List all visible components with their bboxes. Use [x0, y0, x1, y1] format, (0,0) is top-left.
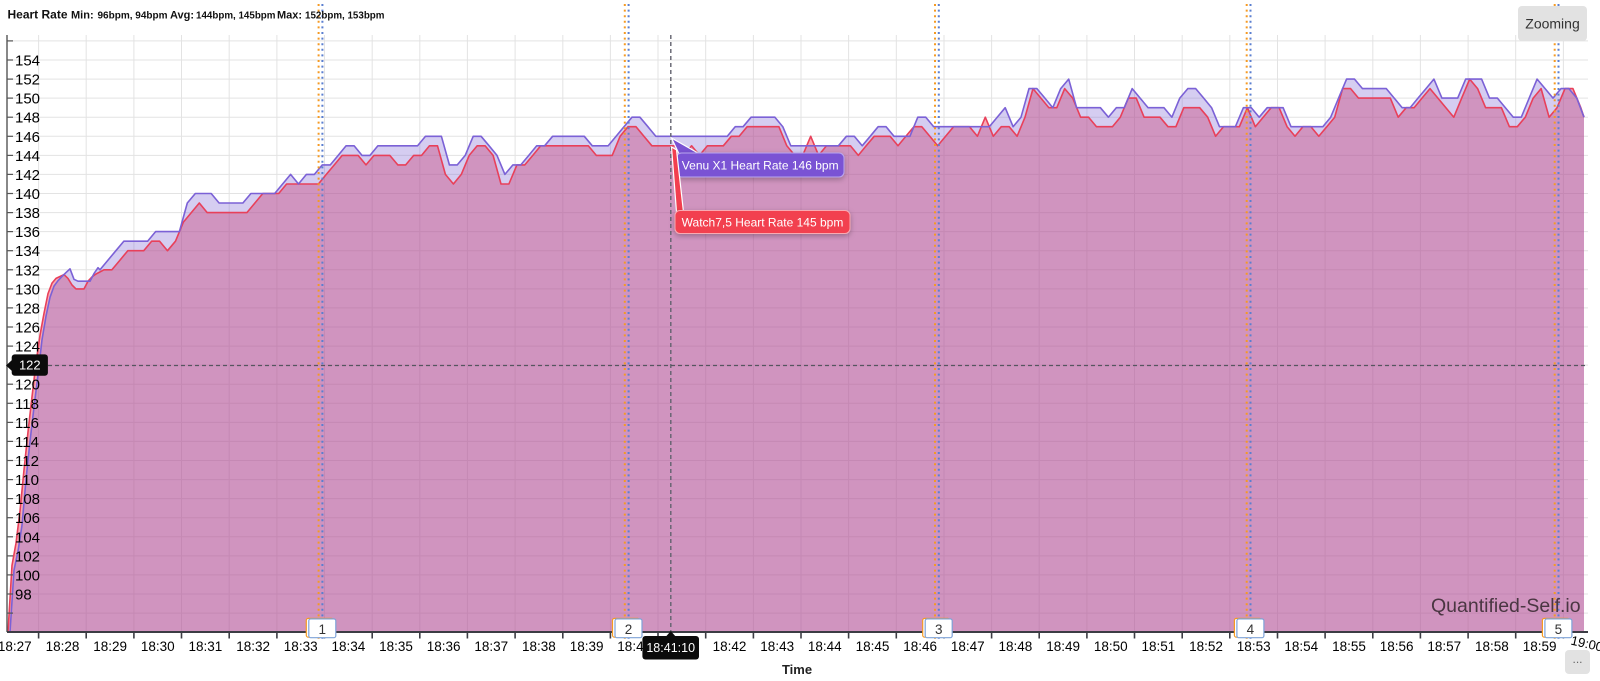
svg-text:Time: Time — [782, 662, 812, 677]
svg-text:116: 116 — [15, 415, 39, 432]
svg-text:Watch7,5 Heart Rate 145 bpm: Watch7,5 Heart Rate 145 bpm — [682, 215, 844, 229]
svg-text:18:29: 18:29 — [93, 639, 127, 654]
svg-text:Avg:: Avg: — [170, 10, 194, 22]
svg-text:18:31: 18:31 — [189, 639, 223, 654]
svg-text:18:33: 18:33 — [284, 639, 318, 654]
svg-text:142: 142 — [15, 167, 40, 184]
svg-text:120: 120 — [15, 377, 40, 394]
svg-text:124: 124 — [15, 339, 40, 356]
svg-text:18:46: 18:46 — [903, 639, 937, 654]
svg-text:1: 1 — [319, 622, 327, 637]
svg-text:4: 4 — [1247, 622, 1255, 637]
svg-text:100: 100 — [15, 567, 40, 584]
svg-text:110: 110 — [15, 472, 39, 489]
svg-text:18:51: 18:51 — [1142, 639, 1176, 654]
svg-text:128: 128 — [15, 300, 40, 317]
svg-text:Heart Rate: Heart Rate — [8, 8, 68, 22]
svg-text:5: 5 — [1555, 622, 1563, 637]
svg-text:122: 122 — [19, 358, 41, 373]
svg-text:18:39: 18:39 — [570, 639, 604, 654]
svg-text:18:38: 18:38 — [522, 639, 556, 654]
svg-text:Quantified-Self.io: Quantified-Self.io — [1431, 595, 1581, 617]
svg-text:98: 98 — [15, 587, 32, 604]
svg-text:18:54: 18:54 — [1284, 639, 1318, 654]
svg-text:18:48: 18:48 — [999, 639, 1033, 654]
svg-text:18:52: 18:52 — [1189, 639, 1223, 654]
svg-text:138: 138 — [15, 205, 40, 222]
svg-text:152bpm, 153bpm: 152bpm, 153bpm — [305, 11, 385, 22]
svg-text:150: 150 — [15, 91, 40, 108]
svg-text:130: 130 — [15, 281, 40, 298]
svg-text:18:58: 18:58 — [1475, 639, 1509, 654]
svg-text:106: 106 — [15, 510, 40, 527]
svg-text:Zooming: Zooming — [1525, 16, 1579, 32]
svg-text:112: 112 — [15, 453, 39, 470]
svg-text:18:56: 18:56 — [1380, 639, 1414, 654]
svg-text:18:35: 18:35 — [379, 639, 413, 654]
svg-text:96bpm, 94bpm: 96bpm, 94bpm — [98, 11, 168, 22]
svg-text:18:43: 18:43 — [760, 639, 794, 654]
svg-text:Venu X1 Heart Rate 146 bpm: Venu X1 Heart Rate 146 bpm — [682, 158, 839, 172]
svg-text:2: 2 — [625, 622, 633, 637]
svg-text:18:47: 18:47 — [951, 639, 985, 654]
svg-text:136: 136 — [15, 224, 40, 241]
svg-text:152: 152 — [15, 72, 40, 89]
svg-text:18:28: 18:28 — [46, 639, 80, 654]
svg-text:148: 148 — [15, 110, 40, 127]
svg-text:18:55: 18:55 — [1332, 639, 1366, 654]
svg-text:114: 114 — [15, 434, 39, 451]
svg-text:102: 102 — [15, 548, 40, 565]
svg-text:Max:: Max: — [277, 10, 302, 22]
svg-text:144bpm, 145bpm: 144bpm, 145bpm — [196, 11, 276, 22]
svg-text:18:44: 18:44 — [808, 639, 842, 654]
svg-text:18:57: 18:57 — [1427, 639, 1461, 654]
svg-text:18:27: 18:27 — [0, 639, 32, 654]
svg-text:18:41:10: 18:41:10 — [646, 641, 695, 655]
svg-text:...: ... — [1572, 652, 1582, 666]
svg-text:18:45: 18:45 — [856, 639, 890, 654]
svg-text:108: 108 — [15, 491, 40, 508]
svg-text:134: 134 — [15, 243, 40, 260]
svg-text:Min:: Min: — [71, 10, 94, 22]
svg-text:132: 132 — [15, 262, 40, 279]
svg-text:118: 118 — [15, 396, 39, 413]
svg-text:18:42: 18:42 — [713, 639, 747, 654]
svg-text:18:59: 18:59 — [1523, 639, 1557, 654]
svg-text:18:30: 18:30 — [141, 639, 175, 654]
svg-text:126: 126 — [15, 320, 40, 337]
svg-text:144: 144 — [15, 148, 40, 165]
svg-text:146: 146 — [15, 129, 40, 146]
svg-text:18:53: 18:53 — [1237, 639, 1271, 654]
svg-text:18:50: 18:50 — [1094, 639, 1128, 654]
svg-text:3: 3 — [935, 622, 943, 637]
svg-text:18:36: 18:36 — [427, 639, 461, 654]
svg-text:154: 154 — [15, 53, 40, 70]
svg-text:18:32: 18:32 — [236, 639, 270, 654]
svg-text:18:37: 18:37 — [474, 639, 508, 654]
svg-text:140: 140 — [15, 186, 40, 203]
svg-text:18:49: 18:49 — [1046, 639, 1080, 654]
svg-text:18:34: 18:34 — [332, 639, 366, 654]
svg-text:104: 104 — [15, 529, 40, 546]
